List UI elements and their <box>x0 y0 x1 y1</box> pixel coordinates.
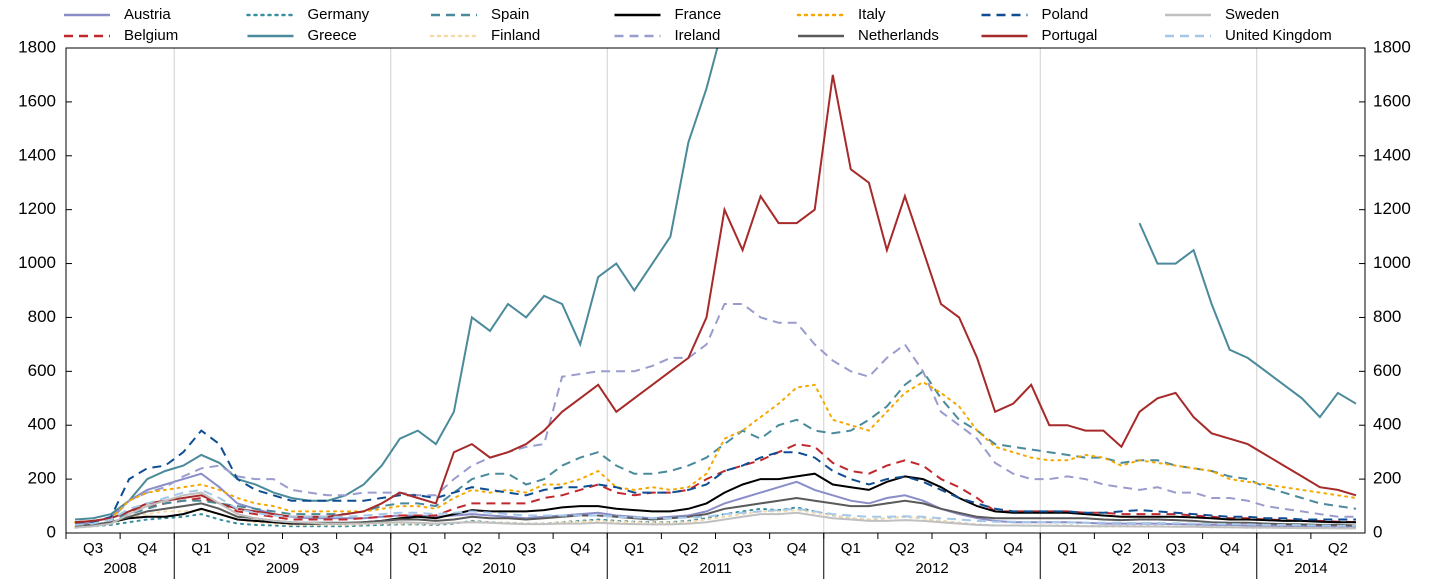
y2-tick-label: 1000 <box>1373 253 1411 272</box>
series-line <box>74 443 1357 525</box>
legend-label: Netherlands <box>858 27 939 44</box>
series-line <box>74 380 1357 524</box>
y2-tick-label: 400 <box>1373 415 1401 434</box>
x-tick-label: Q2 <box>1111 540 1131 557</box>
y2-tick-label: 200 <box>1373 469 1401 488</box>
x-tick-label: Q4 <box>1220 540 1240 557</box>
series-line <box>74 488 1356 527</box>
y-tick-label: 600 <box>28 361 56 380</box>
legend-label: Poland <box>1042 6 1089 23</box>
y-tick-label: 1600 <box>18 91 56 110</box>
legend-label: Germany <box>308 6 370 23</box>
y2-tick-label: 1200 <box>1373 199 1411 218</box>
grid <box>173 48 1258 533</box>
y-tick-label: 1400 <box>18 145 56 164</box>
y2-tick-label: 800 <box>1373 307 1401 326</box>
x-tick-label: Q3 <box>1166 540 1186 557</box>
y-tick-label: 400 <box>28 415 56 434</box>
legend-label: Spain <box>491 6 529 23</box>
series-line <box>74 303 1356 524</box>
year-label: 2010 <box>482 560 515 577</box>
year-label: 2013 <box>1132 560 1165 577</box>
y2-tick-label: 1800 <box>1373 37 1411 56</box>
plot-lines <box>74 48 1357 530</box>
x-tick-label: Q1 <box>841 540 861 557</box>
x-tick-label: Q3 <box>300 540 320 557</box>
y-tick-label: 1000 <box>18 253 56 272</box>
y2-tick-label: 0 <box>1373 522 1382 541</box>
y2-tick-label: 1400 <box>1373 145 1411 164</box>
legend-label: Belgium <box>124 27 178 44</box>
y-tick-label: 1200 <box>18 199 56 218</box>
legend-label: Greece <box>308 27 357 44</box>
series-line <box>74 48 1357 521</box>
x-tick-label: Q2 <box>245 540 265 557</box>
series-line <box>75 429 1356 524</box>
year-label: 2011 <box>699 560 731 577</box>
x-tick-label: Q3 <box>83 540 103 557</box>
legend-label: Sweden <box>1225 6 1279 23</box>
year-label: 2009 <box>266 560 299 577</box>
x-tick-label: Q4 <box>570 540 590 557</box>
x-tick-label: Q1 <box>1274 540 1294 557</box>
x-tick-label: Q1 <box>624 540 644 557</box>
x-tick-label: Q3 <box>733 540 753 557</box>
legend-label: Finland <box>491 27 540 44</box>
series-line <box>74 491 1356 530</box>
year-label: 2012 <box>915 560 948 577</box>
y-tick-label: 200 <box>28 469 56 488</box>
axes: 0 200 400 600 800 1000 1200 1400 1600 1800 0 200 400… <box>18 37 1411 579</box>
series-line <box>74 369 1357 524</box>
year-label: 2014 <box>1294 560 1327 577</box>
x-tick-label: Q2 <box>678 540 698 557</box>
x-tick-label: Q2 <box>462 540 482 557</box>
x-tick-label: Q4 <box>354 540 374 557</box>
series-line <box>74 472 1356 528</box>
x-tick-label: Q3 <box>949 540 969 557</box>
x-tick-label: Q2 <box>895 540 915 557</box>
plot-frame <box>65 47 1366 534</box>
x-tick-label: Q4 <box>137 540 157 557</box>
y-tick-label: 1800 <box>18 37 56 56</box>
year-label: 2008 <box>103 560 136 577</box>
legend: Austria Belgium Germany Greece Spain Finland F… <box>64 6 1332 44</box>
y-tick-label: 800 <box>28 307 56 326</box>
x-tick-label: Q1 <box>191 540 211 557</box>
x-tick-label: Q3 <box>516 540 536 557</box>
legend-label: France <box>675 6 722 23</box>
legend-label: United Kingdom <box>1225 27 1332 44</box>
x-tick-label: Q1 <box>1057 540 1077 557</box>
legend-label: Italy <box>858 6 886 23</box>
y-tick-label: 0 <box>47 522 56 541</box>
x-tick-label: Q1 <box>408 540 428 557</box>
x-tick-label: Q4 <box>787 540 807 557</box>
x-tick-label: Q4 <box>1003 540 1023 557</box>
x-tick-label: Q2 <box>1328 540 1348 557</box>
y2-tick-label: 1600 <box>1373 91 1411 110</box>
legend-label: Austria <box>124 6 171 23</box>
legend-label: Ireland <box>675 27 721 44</box>
series-line <box>74 74 1357 524</box>
legend-label: Portugal <box>1042 27 1098 44</box>
y2-tick-label: 600 <box>1373 361 1401 380</box>
